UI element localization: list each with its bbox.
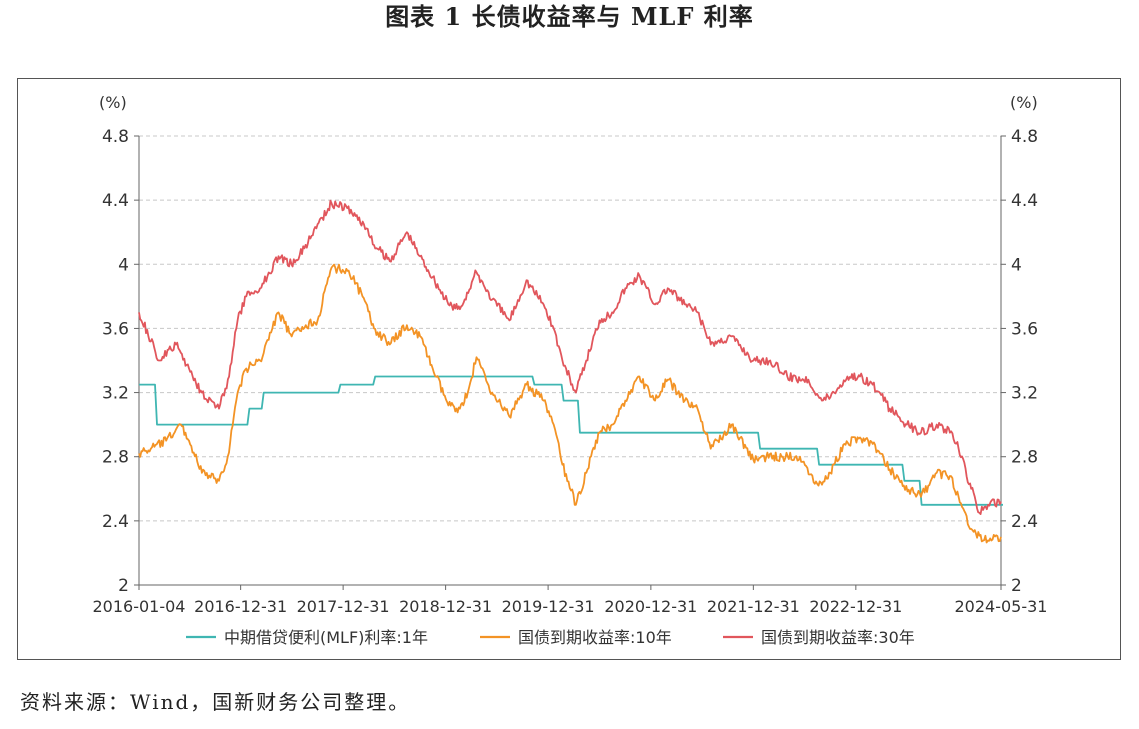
right-tick-label: 4 [1011, 255, 1022, 275]
left-tick-label: 3.6 [102, 319, 129, 339]
x-tick-label: 2021-12-31 [707, 597, 800, 616]
right-tick-label: 3.6 [1011, 319, 1038, 339]
right-tick-label: 4.4 [1011, 191, 1038, 211]
axes: 2 2 2.4 2.4 2.8 2.8 3.2 3.2 3.6 3.6 4 4 4.4 4.4 4.8 4.8… [93, 93, 1048, 616]
x-tick-label: 2016-01-04 [93, 597, 186, 616]
legend-label-1: 中期借贷便利(MLF)利率:1年 [224, 628, 428, 647]
series-line-1 [139, 375, 1003, 506]
left-axis-unit: (%) [99, 93, 127, 112]
left-tick-label: 4.4 [102, 191, 129, 211]
right-axis-unit: (%) [1010, 93, 1038, 112]
left-tick-label: 2.8 [102, 448, 129, 468]
chart: 2 2 2.4 2.4 2.8 2.8 3.2 3.2 3.6 3.6 4 4 4.4 4.4 4.8 4.8… [93, 93, 1048, 647]
right-tick-label: 4.8 [1011, 127, 1038, 147]
x-tick-label: 2024-05-31 [955, 597, 1048, 616]
left-tick-label: 2 [118, 576, 129, 596]
x-tick-label: 2016-12-31 [194, 597, 287, 616]
x-tick-label: 2022-12-31 [809, 597, 902, 616]
right-tick-label: 2.4 [1011, 512, 1038, 532]
series-line-3 [138, 199, 1002, 515]
x-tick-label: 2017-12-31 [297, 597, 390, 616]
series-layer [138, 199, 1003, 544]
x-tick-label: 2018-12-31 [399, 597, 492, 616]
figure-title: 图表 1 长债收益率与 MLF 利率 [385, 2, 754, 31]
x-tick-label: 2020-12-31 [604, 597, 697, 616]
right-tick-label: 3.2 [1011, 384, 1038, 404]
x-tick-label: 2019-12-31 [502, 597, 595, 616]
left-tick-label: 4.8 [102, 127, 129, 147]
right-tick-label: 2.8 [1011, 448, 1038, 468]
left-tick-label: 4 [118, 255, 129, 275]
left-tick-label: 3.2 [102, 384, 129, 404]
legend-label-2: 国债到期收益率:10年 [518, 628, 672, 647]
grid [139, 135, 1001, 522]
right-tick-label: 2 [1011, 576, 1022, 596]
left-tick-label: 2.4 [102, 512, 129, 532]
legend: 中期借贷便利(MLF)利率:1年 国债到期收益率:10年 国债到期收益率:30年 [186, 628, 915, 647]
chart-frame: 2 2 2.4 2.4 2.8 2.8 3.2 3.2 3.6 3.6 4 4 4.4 4.4 4.8 4.8… [17, 78, 1121, 660]
series-line-2 [138, 263, 1002, 544]
legend-label-3: 国债到期收益率:30年 [761, 628, 915, 647]
source-note: 资料来源：Wind，国新财务公司整理。 [20, 690, 411, 714]
